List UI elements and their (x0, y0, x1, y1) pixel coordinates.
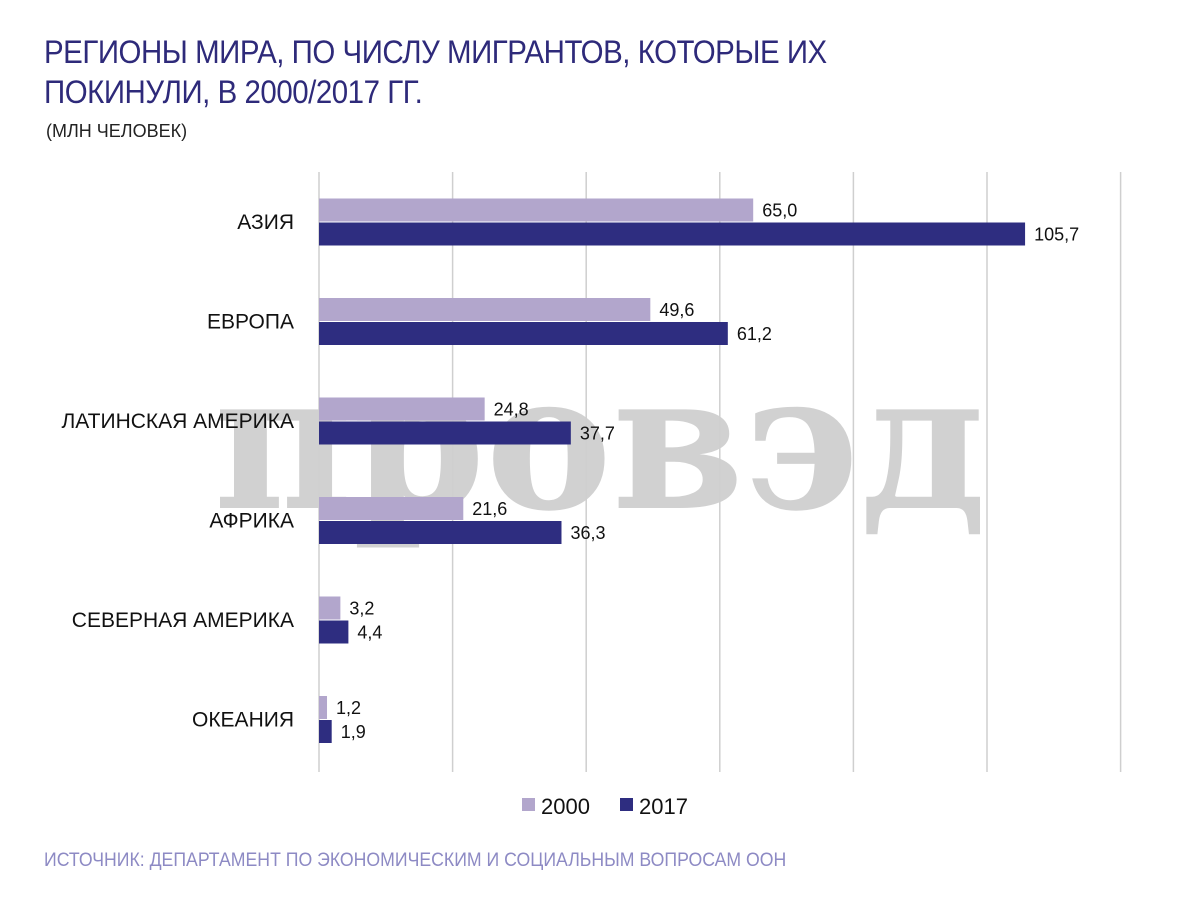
bar-2000 (319, 696, 328, 719)
bars (319, 198, 1026, 743)
legend: 2000 2017 (522, 794, 688, 819)
data-label: 61,2 (737, 324, 772, 344)
bar-2017 (319, 521, 562, 544)
category-label: ЛАТИНСКАЯ АМЕРИКА (62, 410, 295, 433)
legend-swatch-2000 (522, 798, 535, 811)
bar-2017 (319, 322, 728, 345)
gridlines (318, 172, 1122, 772)
data-label: 1,9 (341, 722, 366, 742)
data-label: 49,6 (659, 300, 694, 320)
category-label: ЕВРОПА (207, 311, 294, 334)
bar-chart: провэд АЗИЯ65,0105,7ЕВРОПА49,661,2ЛАТИНС… (62, 172, 1122, 819)
data-label: 3,2 (349, 599, 374, 619)
bar-2017 (319, 720, 332, 743)
bar-2017 (319, 421, 571, 445)
bar-2000 (319, 397, 485, 421)
bar-2017 (319, 222, 1026, 246)
category-label: АФРИКА (209, 510, 294, 533)
data-label: 37,7 (580, 424, 615, 444)
bar-2017 (319, 620, 349, 644)
data-label: 36,3 (570, 523, 605, 543)
bar-2000 (319, 497, 464, 520)
bar-2000 (319, 298, 651, 321)
data-label: 65,0 (762, 201, 797, 221)
bar-2000 (319, 198, 754, 222)
source-note: ИСТОЧНИК: ДЕПАРТАМЕНТ ПО ЭКОНОМИЧЕСКИМ И… (44, 850, 787, 871)
chart-title: РЕГИОНЫ МИРА, ПО ЧИСЛУ МИГРАНТОВ, КОТОРЫ… (44, 34, 827, 110)
data-label: 24,8 (494, 400, 529, 420)
data-label: 4,4 (357, 623, 382, 643)
category-label: ОКЕАНИЯ (192, 709, 294, 732)
legend-swatch-2017 (620, 798, 633, 811)
data-label: 105,7 (1034, 225, 1079, 245)
category-label: СЕВЕРНАЯ АМЕРИКА (72, 609, 294, 632)
bar-2000 (319, 596, 341, 620)
chart-subtitle: (МЛН ЧЕЛОВЕК) (46, 121, 188, 141)
data-label: 21,6 (472, 499, 507, 519)
labels: АЗИЯ 65,0 105,7 ЕВРОПА 49,6 61,2 ЛАТИНСКАЯ АМЕ… (62, 201, 1080, 743)
category-label: АЗИЯ (237, 211, 294, 234)
legend-label: 2017 (639, 794, 688, 819)
legend-label: 2000 (541, 794, 590, 819)
data-label: 1,2 (336, 698, 361, 718)
